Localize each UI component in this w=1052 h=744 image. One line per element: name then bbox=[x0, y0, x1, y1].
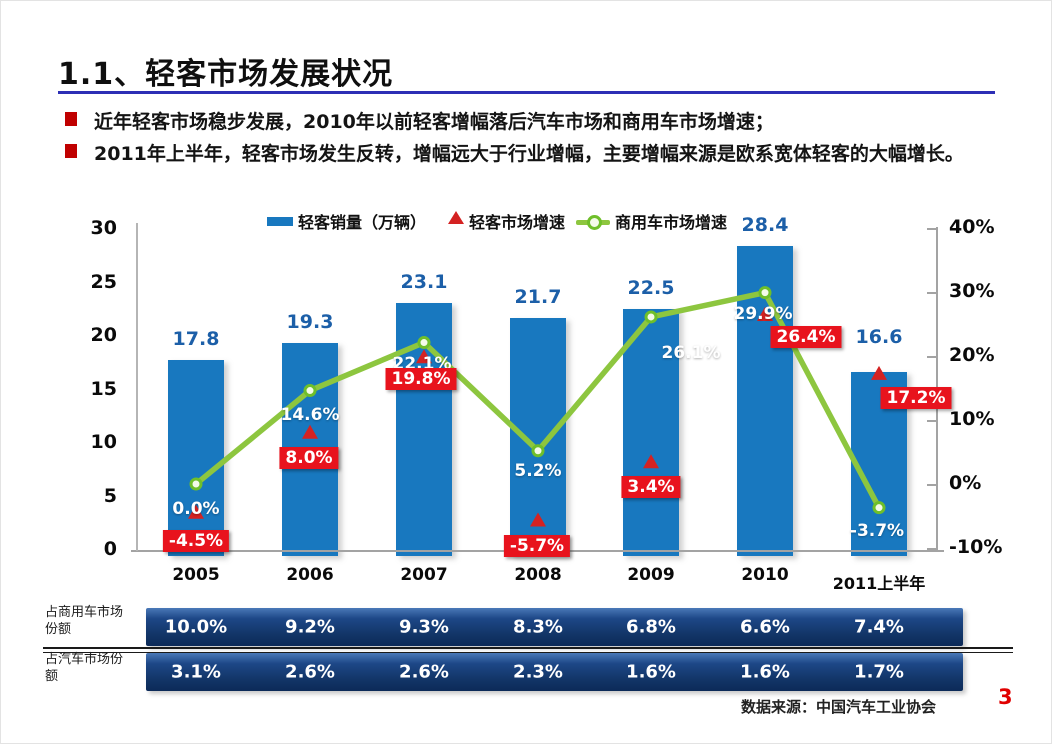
triangle-series-label: 17.2% bbox=[880, 386, 952, 409]
line-point-marker bbox=[872, 501, 886, 515]
left-axis-tick-label: 15 bbox=[90, 377, 117, 400]
right-axis-tick-label: 30% bbox=[949, 280, 995, 302]
table-cell-value: 2.6% bbox=[285, 661, 335, 683]
legend-bar-swatch bbox=[267, 217, 293, 226]
triangle-marker bbox=[188, 504, 204, 519]
x-axis-category-label: 2007 bbox=[400, 565, 448, 585]
left-axis-tick-label: 25 bbox=[90, 270, 117, 293]
table-cell-value: 1.7% bbox=[854, 661, 904, 683]
left-axis-tick-label: 10 bbox=[90, 431, 117, 453]
triangle-series-label: 19.8% bbox=[385, 368, 457, 391]
line-series-label: -3.7% bbox=[849, 520, 905, 541]
bullet-square-icon bbox=[65, 144, 77, 158]
table-cell-value: 9.2% bbox=[285, 616, 335, 638]
bullet-text: 近年轻客市场稳步发展，2010年以前轻客增幅落后汽车市场和商用车市场增速； bbox=[94, 111, 774, 133]
bar-value-label: 19.3 bbox=[286, 311, 334, 334]
right-axis-tick-mark bbox=[927, 228, 936, 230]
x-axis-category-label: 2008 bbox=[514, 565, 562, 585]
table-cell-value: 8.3% bbox=[513, 616, 563, 638]
source-note: 数据来源：中国汽车工业协会 bbox=[741, 698, 937, 716]
right-axis-tick-mark bbox=[927, 548, 936, 550]
legend-label-line-series: 商用车市场增速 bbox=[615, 213, 728, 232]
triangle-marker bbox=[643, 454, 659, 469]
triangle-marker bbox=[302, 424, 318, 439]
table-cell-value: 7.4% bbox=[854, 616, 904, 638]
right-axis-tick-mark bbox=[927, 420, 936, 422]
page-title: 1.1、轻客市场发展状况 bbox=[58, 57, 394, 92]
x-axis-category-label: 2011上半年 bbox=[832, 574, 926, 593]
line-point-marker bbox=[758, 286, 772, 300]
triangle-series-label: 26.4% bbox=[770, 326, 842, 349]
line-point-marker bbox=[303, 384, 317, 398]
triangle-series-label: 3.4% bbox=[621, 476, 681, 499]
bar bbox=[168, 359, 224, 556]
right-axis-tick-label: 20% bbox=[949, 344, 995, 366]
bar-value-label: 16.6 bbox=[855, 326, 903, 349]
table-cell-value: 6.6% bbox=[740, 616, 790, 638]
x-axis-category-label: 2009 bbox=[627, 565, 675, 585]
left-axis-tick-label: 0 bbox=[103, 538, 117, 560]
bar-value-label: 28.4 bbox=[741, 214, 789, 237]
legend-triangle-icon bbox=[448, 211, 464, 224]
line-series-label: 29.9% bbox=[733, 303, 793, 324]
triangle-series-label: 8.0% bbox=[279, 446, 339, 469]
line-series-label: 26.1% bbox=[661, 342, 721, 363]
table-cell-value: 10.0% bbox=[164, 616, 228, 638]
x-axis-category-label: 2006 bbox=[286, 565, 334, 585]
table-row-label: 占汽车市场份额 bbox=[45, 652, 124, 684]
title-underline bbox=[58, 91, 995, 94]
legend-label-triangle-series: 轻客市场增速 bbox=[469, 213, 566, 232]
left-axis-tick-label: 5 bbox=[103, 484, 117, 507]
bar-value-label: 21.7 bbox=[514, 285, 562, 308]
legend-label-bar-series: 轻客销量（万辆） bbox=[298, 213, 427, 232]
table-divider bbox=[43, 647, 1013, 653]
right-axis-tick-label: 10% bbox=[949, 408, 995, 430]
line-point-marker bbox=[417, 336, 431, 350]
right-axis-tick-label: 0% bbox=[949, 472, 982, 494]
bar-value-label: 17.8 bbox=[172, 327, 220, 350]
table-row-label: 占商用车市场份额 bbox=[45, 605, 124, 637]
table-row-bar bbox=[146, 608, 963, 646]
x-axis-category-label: 2005 bbox=[172, 565, 220, 585]
right-axis-tick-mark bbox=[927, 292, 936, 294]
left-axis-tick-label: 30 bbox=[90, 217, 117, 239]
bullet-square-icon bbox=[65, 112, 77, 126]
page-number: 3 bbox=[998, 685, 1013, 709]
bar-value-label: 22.5 bbox=[627, 277, 675, 300]
line-series-label: 5.2% bbox=[514, 460, 562, 481]
triangle-marker bbox=[757, 307, 773, 322]
left-axis-line bbox=[136, 223, 138, 551]
table-cell-value: 3.1% bbox=[171, 661, 221, 683]
left-axis-tick-label: 20 bbox=[90, 324, 117, 346]
table-cell-value: 2.6% bbox=[399, 661, 449, 683]
table-row-bar bbox=[146, 653, 963, 691]
table-cell-value: 2.3% bbox=[513, 661, 563, 683]
triangle-marker bbox=[530, 512, 546, 527]
bar-value-label: 23.1 bbox=[400, 270, 448, 293]
line-point-marker bbox=[531, 444, 545, 458]
line-point-marker bbox=[189, 477, 203, 491]
line-point-marker bbox=[644, 310, 658, 324]
right-axis-tick-label: 40% bbox=[949, 216, 995, 238]
table-cell-value: 9.3% bbox=[399, 616, 449, 638]
triangle-series-label: -5.7% bbox=[503, 535, 571, 558]
triangle-series-label: -4.5% bbox=[162, 529, 230, 552]
legend-circle-icon bbox=[587, 215, 602, 230]
right-axis-tick-mark bbox=[927, 356, 936, 358]
bullet-text: 2011年上半年，轻客市场发生反转，增幅远大于行业增幅，主要增幅来源是欧系宽体轻… bbox=[94, 143, 964, 165]
triangle-marker bbox=[416, 349, 432, 364]
bar bbox=[623, 309, 679, 556]
right-axis-tick-label: -10% bbox=[949, 536, 1003, 558]
table-cell-value: 1.6% bbox=[740, 661, 790, 683]
x-axis-category-label: 2010 bbox=[741, 565, 789, 585]
table-cell-value: 1.6% bbox=[626, 661, 676, 683]
line-series-label: 0.0% bbox=[172, 499, 220, 519]
table-cell-value: 6.8% bbox=[626, 616, 676, 638]
line-series-label: 14.6% bbox=[280, 404, 340, 425]
right-axis-tick-mark bbox=[927, 484, 936, 486]
triangle-marker bbox=[871, 365, 887, 380]
